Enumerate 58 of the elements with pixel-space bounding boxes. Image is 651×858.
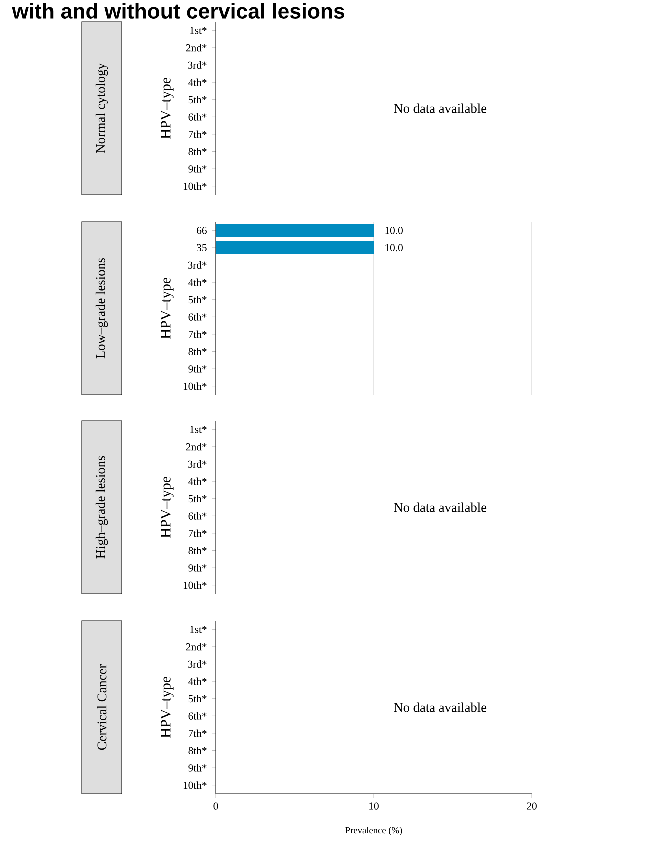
y-tick-label: 10th* xyxy=(184,582,207,590)
y-tick-label: 1st* xyxy=(190,626,207,634)
y-tick-label: 6th* xyxy=(188,712,207,720)
text: Cervical Cancer xyxy=(97,664,107,750)
y-axis-title: HPV–type xyxy=(161,477,174,538)
data-label: 10.0 xyxy=(386,244,403,252)
y-tick-label: 6th* xyxy=(188,512,207,520)
y-tick-label: 5th* xyxy=(188,495,207,503)
y-tick-label: 5th* xyxy=(188,296,207,304)
y-axis-title: HPV–type xyxy=(161,278,174,340)
y-tick-label: 4th* xyxy=(188,278,207,286)
y-tick-label: 4th* xyxy=(188,78,207,86)
y-tick-label: 4th* xyxy=(188,678,207,686)
y-tick-label: 35 xyxy=(197,244,207,252)
x-tick-label: 0 xyxy=(214,802,218,810)
chart-subtitle: with and without cervical lesions xyxy=(12,3,344,19)
text: High–grade lesions xyxy=(96,456,108,559)
x-axis-title: Prevalence (%) xyxy=(346,827,402,836)
y-tick-label: 6th* xyxy=(188,113,207,121)
y-tick-label: 9th* xyxy=(188,165,207,173)
y-tick-label: 7th* xyxy=(189,330,207,338)
y-tick-label: 7th* xyxy=(189,130,207,138)
y-tick-label: 5th* xyxy=(188,96,207,104)
y-tick-label: 3rd* xyxy=(188,460,207,468)
y-tick-label: 1st* xyxy=(190,27,207,34)
annotation: No data available xyxy=(394,104,487,114)
y-tick-label: 2nd* xyxy=(186,44,207,52)
y-tick-label: 2nd* xyxy=(186,643,207,651)
y-tick-label: 3rd* xyxy=(188,660,207,668)
y-tick-label: 3rd* xyxy=(188,262,207,270)
y-tick-label: 1st* xyxy=(190,426,207,434)
y-tick-label: 10th* xyxy=(184,782,207,790)
y-tick-label: 7th* xyxy=(189,530,207,538)
y-tick-label: 4th* xyxy=(188,478,207,486)
y-tick-label: 2nd* xyxy=(186,443,207,451)
text: Normal cytology xyxy=(96,63,108,154)
y-axis-title: HPV–type xyxy=(161,677,174,738)
y-tick-label: 6th* xyxy=(188,313,207,321)
data-label: 10.0 xyxy=(386,227,403,234)
x-tick-label: 10 xyxy=(370,802,379,810)
y-tick-label: 8th* xyxy=(188,747,207,755)
y-tick-label: 8th* xyxy=(188,547,207,555)
y-tick-label: 9th* xyxy=(188,564,207,572)
y-tick-label: 8th* xyxy=(188,348,207,356)
annotation: No data available xyxy=(394,702,487,712)
text: Low–grade lesions xyxy=(96,258,108,359)
y-tick-label: 9th* xyxy=(188,764,207,772)
x-tick-label: 20 xyxy=(527,802,537,810)
y-tick-label: 5th* xyxy=(188,695,207,703)
annotation: No data available xyxy=(394,502,487,512)
y-tick-label: 9th* xyxy=(188,365,207,373)
y-tick-label: 10th* xyxy=(184,382,207,390)
y-tick-label: 8th* xyxy=(188,148,207,156)
y-tick-label: 10th* xyxy=(184,182,207,190)
y-tick-label: 7th* xyxy=(189,730,207,738)
y-tick-label: 3rd* xyxy=(188,62,207,70)
y-axis-title: HPV–type xyxy=(161,78,174,140)
y-tick-label: 66 xyxy=(197,227,207,234)
